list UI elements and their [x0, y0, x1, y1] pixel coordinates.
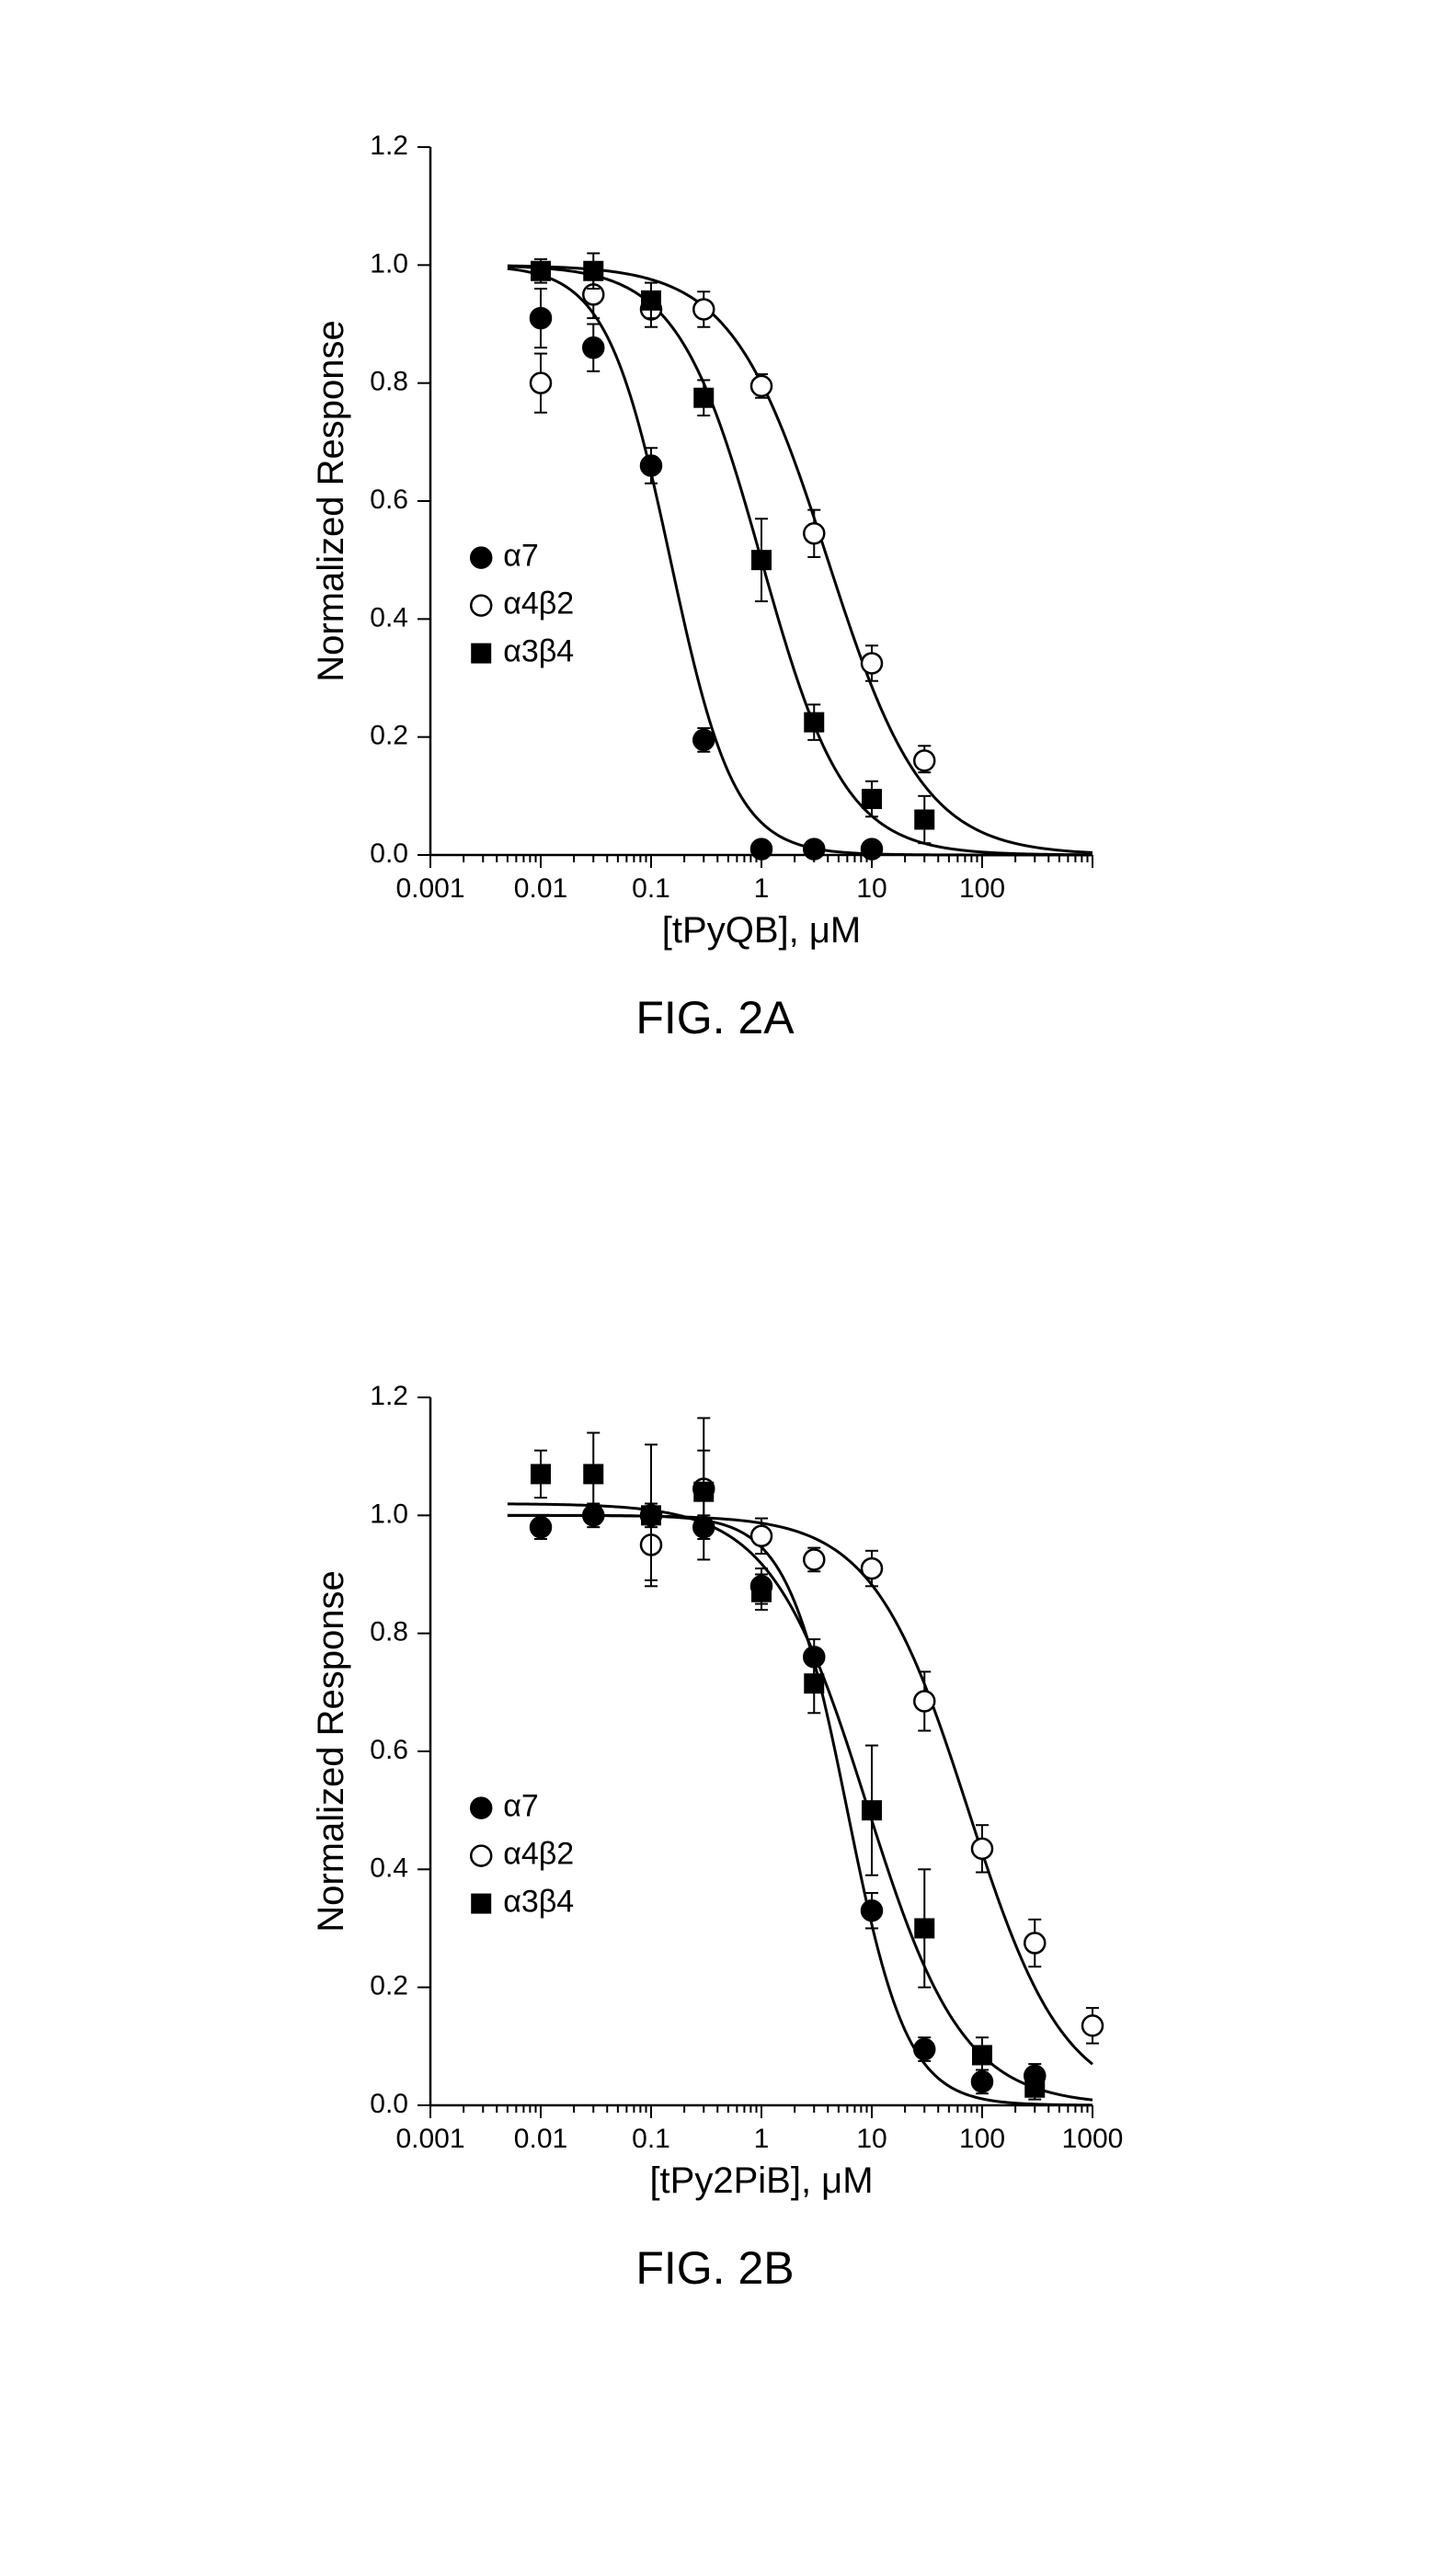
- fit-curve-a7: [507, 1515, 1092, 2104]
- legend-label-a4b2: α4β2: [503, 587, 574, 621]
- point-a3b4: [863, 1801, 881, 1819]
- legend-marker-a3b4: [472, 1895, 490, 1913]
- x-tick-label: 10: [856, 873, 887, 904]
- x-tick-label: 1000: [1061, 2124, 1123, 2154]
- point-a4b2: [751, 1526, 772, 1546]
- figure-page: 0.00.20.40.60.81.01.20.0010.010.1110100N…: [0, 0, 1430, 2576]
- legend-marker-a4b2: [471, 596, 491, 616]
- y-tick-label: 0.8: [370, 367, 408, 397]
- x-tick-label: 0.01: [513, 2124, 566, 2154]
- point-a3b4: [805, 713, 823, 732]
- x-axis-label: [tPyQB], μM: [661, 910, 860, 951]
- point-a4b2: [693, 299, 714, 319]
- y-tick-label: 0.2: [370, 1971, 408, 2001]
- fit-curve-a4b2: [507, 1515, 1092, 2064]
- point-a4b2: [862, 1558, 882, 1579]
- legend-label-a7: α7: [503, 1789, 539, 1824]
- point-a7: [531, 308, 551, 328]
- point-a4b2: [804, 1549, 824, 1569]
- point-a3b4: [752, 1583, 771, 1601]
- y-tick-label: 0.8: [370, 1617, 408, 1647]
- y-tick-label: 0.0: [370, 2089, 408, 2119]
- point-a7: [641, 456, 661, 476]
- x-tick-label: 10: [856, 2124, 887, 2154]
- point-a7: [862, 1900, 882, 1921]
- x-axis-label: [tPy2PiB], μM: [649, 2160, 873, 2201]
- point-a7: [862, 839, 882, 860]
- point-a4b2: [1024, 1933, 1045, 1954]
- point-a4b2: [751, 376, 772, 396]
- point-a3b4: [915, 1920, 933, 1938]
- caption-fig-2b: FIG. 2B: [302, 2241, 1129, 2295]
- point-a3b4: [752, 551, 771, 569]
- point-a4b2: [1082, 2015, 1103, 2035]
- x-tick-label: 1: [753, 2124, 769, 2154]
- y-tick-label: 1.0: [370, 1499, 408, 1529]
- point-a3b4: [1025, 2079, 1044, 2097]
- point-a3b4: [532, 262, 550, 280]
- legend-label-a3b4: α3β4: [503, 634, 574, 669]
- y-axis-label: Normalized Response: [311, 1570, 351, 1932]
- legend-label-a4b2: α4β2: [503, 1837, 574, 1872]
- point-a7: [914, 2039, 934, 2059]
- x-tick-label: 100: [958, 2124, 1004, 2154]
- x-tick-label: 100: [958, 873, 1004, 904]
- point-a7: [804, 839, 824, 860]
- point-a3b4: [694, 389, 713, 407]
- point-a4b2: [862, 653, 882, 673]
- point-a7: [751, 839, 772, 860]
- point-a3b4: [805, 1674, 823, 1693]
- point-a7: [583, 337, 603, 358]
- y-tick-label: 0.2: [370, 721, 408, 751]
- legend-marker-a7: [471, 1798, 491, 1818]
- panel-fig-2a: 0.0 0.2 0.4 0.6 0.8 1.0 1.2 0.001 0.01 0.1 1 10 100 N…: [302, 110, 1129, 1044]
- chart-fig-2b: 0.0 0.2 0.4 0.6 0.8 1.0 1.2 0.001 0.01 0.1 1 10 100 1…: [302, 1361, 1129, 2225]
- point-a3b4: [642, 1506, 660, 1524]
- y-tick-label: 0.4: [370, 1852, 408, 1883]
- y-tick-label: 1.0: [370, 248, 408, 279]
- caption-fig-2a: FIG. 2A: [302, 991, 1129, 1044]
- point-a3b4: [863, 790, 881, 808]
- y-tick-label: 0.0: [370, 838, 408, 869]
- y-axis-label: Normalized Response: [311, 320, 351, 682]
- chart-fig-2a: 0.0 0.2 0.4 0.6 0.8 1.0 1.2 0.001 0.01 0.1 1 10 100 N…: [302, 110, 1129, 975]
- x-tick-label: 0.01: [513, 873, 566, 904]
- point-a3b4: [584, 262, 602, 280]
- x-tick-label: 0.1: [632, 873, 670, 904]
- point-a4b2: [531, 373, 551, 393]
- point-a7: [531, 1517, 551, 1537]
- point-a3b4: [532, 1465, 550, 1483]
- fit-curve-a3b4: [507, 1504, 1092, 2100]
- legend-marker-a7: [471, 548, 491, 568]
- chart-svg-2a: 0.0 0.2 0.4 0.6 0.8 1.0 1.2 0.001 0.01 0.1 1 10 100 N…: [302, 110, 1129, 975]
- legend-label-a3b4: α3β4: [503, 1885, 574, 1920]
- point-a3b4: [973, 2046, 991, 2064]
- point-a4b2: [972, 1839, 992, 1859]
- y-tick-label: 1.2: [370, 131, 408, 161]
- x-tick-label: 1: [753, 873, 769, 904]
- point-a3b4: [642, 291, 660, 310]
- point-a3b4: [694, 1483, 713, 1501]
- point-a7: [972, 2071, 992, 2092]
- y-tick-label: 1.2: [370, 1381, 408, 1411]
- point-a4b2: [914, 750, 934, 770]
- point-a3b4: [915, 811, 933, 829]
- point-a4b2: [914, 1691, 934, 1711]
- x-tick-label: 0.001: [395, 873, 464, 904]
- point-a4b2: [804, 523, 824, 543]
- y-tick-label: 0.6: [370, 1735, 408, 1765]
- panel-fig-2b: 0.0 0.2 0.4 0.6 0.8 1.0 1.2 0.001 0.01 0.1 1 10 100 1…: [302, 1361, 1129, 2295]
- x-tick-label: 0.001: [395, 2124, 464, 2154]
- y-tick-label: 0.6: [370, 484, 408, 515]
- chart-svg-2b: 0.0 0.2 0.4 0.6 0.8 1.0 1.2 0.001 0.01 0.1 1 10 100 1…: [302, 1361, 1129, 2225]
- legend-marker-a4b2: [471, 1846, 491, 1866]
- legend-label-a7: α7: [503, 539, 539, 574]
- point-a3b4: [584, 1465, 602, 1483]
- x-tick-label: 0.1: [632, 2124, 670, 2154]
- y-tick-label: 0.4: [370, 602, 408, 633]
- point-a7: [693, 730, 714, 750]
- legend-marker-a3b4: [472, 644, 490, 663]
